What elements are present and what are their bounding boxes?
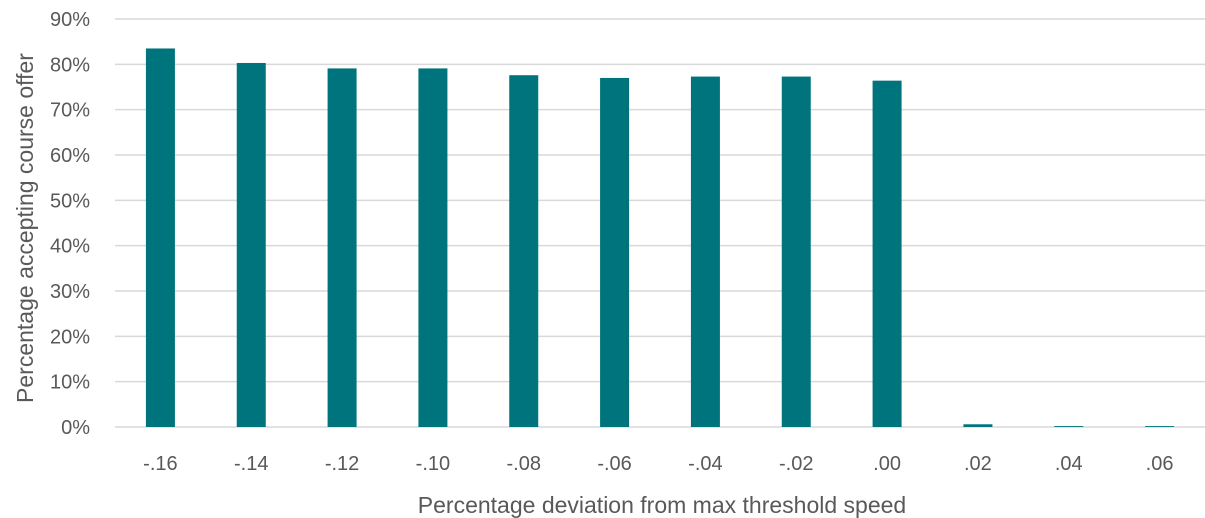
y-tick-label: 80%: [50, 54, 90, 76]
y-tick-label: 10%: [50, 372, 90, 394]
bar: [418, 68, 448, 427]
y-axis-tick-labels: 0% 10% 20% 30% 40% 50% 60% 70% 80% 90%: [50, 9, 90, 439]
y-tick-label: 90%: [50, 9, 90, 31]
bar: [872, 80, 902, 428]
bar: [1145, 426, 1175, 427]
bar: [236, 62, 266, 428]
x-tick-label: -.06: [597, 453, 631, 475]
bar: [600, 77, 630, 427]
bar: [509, 75, 539, 428]
x-tick-label: -.02: [779, 453, 813, 475]
x-tick-label: -.12: [325, 453, 359, 475]
bars: [145, 48, 1175, 428]
x-tick-label: .06: [1146, 453, 1174, 475]
x-tick-label: .02: [964, 453, 992, 475]
bar: [781, 76, 811, 427]
x-tick-label: -.14: [234, 453, 268, 475]
x-tick-label: .04: [1055, 453, 1083, 475]
x-axis-title: Percentage deviation from max threshold …: [418, 492, 906, 518]
gridlines: [115, 18, 1205, 428]
x-tick-label: -.16: [143, 453, 177, 475]
bar: [963, 424, 993, 427]
y-tick-label: 40%: [50, 236, 90, 258]
y-tick-label: 50%: [50, 190, 90, 212]
bar: [1054, 426, 1084, 427]
y-tick-label: 0%: [61, 417, 90, 439]
x-tick-label: -.04: [688, 453, 722, 475]
bar: [145, 48, 175, 427]
y-axis-title: Percentage accepting course offer: [12, 53, 38, 403]
y-tick-label: 30%: [50, 281, 90, 303]
x-tick-label: -.08: [507, 453, 541, 475]
y-tick-label: 70%: [50, 100, 90, 122]
bar: [327, 68, 357, 427]
x-tick-label: .00: [873, 453, 901, 475]
y-tick-label: 60%: [50, 145, 90, 167]
x-axis-tick-labels: -.16 -.14 -.12 -.10 -.08 -.06 -.04 -.02 .00 .02 .0…: [143, 453, 1173, 475]
y-tick-label: 20%: [50, 326, 90, 348]
x-tick-label: -.10: [416, 453, 450, 475]
bar: [690, 76, 720, 427]
